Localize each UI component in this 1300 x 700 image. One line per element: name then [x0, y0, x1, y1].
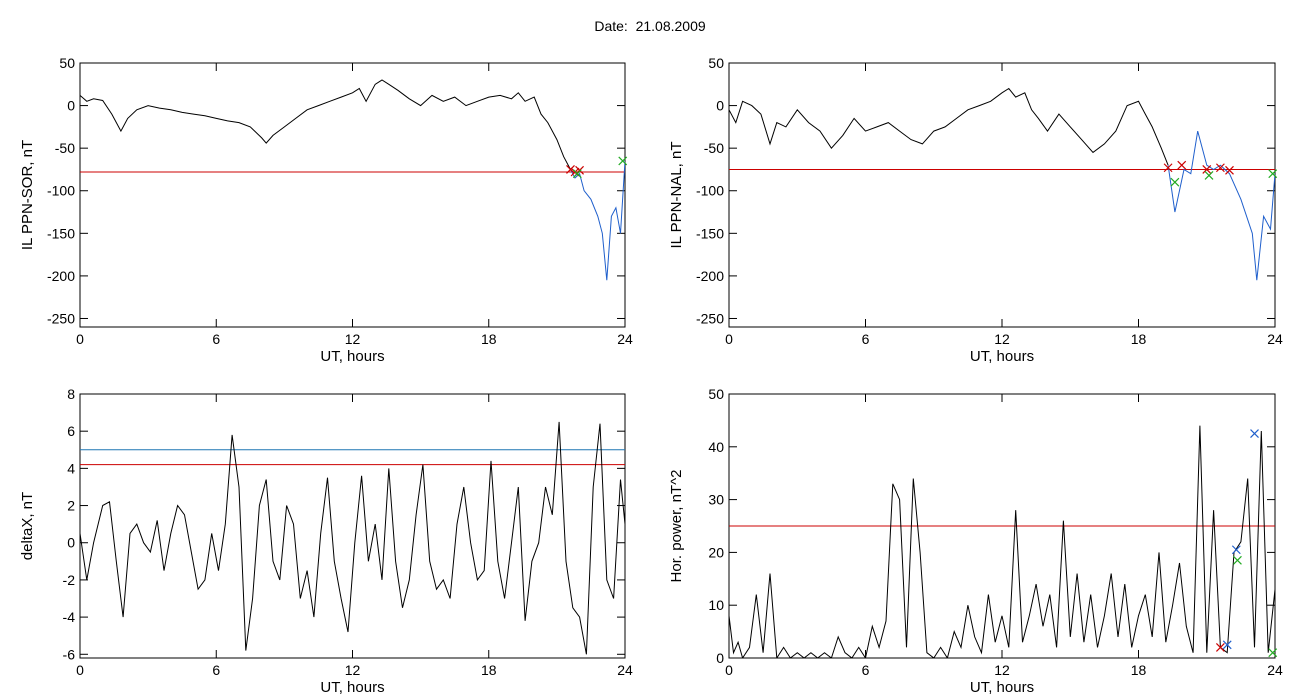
data-series-1 — [729, 425, 1275, 658]
y-axis-label: IL PPN-NAL, nT — [668, 142, 685, 249]
x-tick-label: 12 — [994, 331, 1010, 347]
y-tick-label: -100 — [47, 183, 75, 199]
data-series-1 — [80, 79, 571, 170]
data-marker — [572, 169, 582, 179]
data-marker — [1202, 165, 1212, 174]
data-marker — [1231, 545, 1241, 555]
chart-panel-4: 0 6 12 18 24 50 40 30 20 10 0 UT, hours Hor. power, … — [668, 386, 1283, 696]
y-tick-label: 20 — [708, 544, 724, 560]
chart-panel-1: 0 6 12 18 24 50 0 -50 -100 -150 -200 -250 UT, hours I… — [19, 55, 633, 365]
data-marker — [1215, 643, 1225, 652]
data-marker — [1222, 640, 1232, 650]
x-tick-label: 12 — [345, 331, 361, 347]
x-tick-label: 0 — [725, 331, 733, 347]
y-tick-label: -6 — [63, 646, 76, 662]
x-axis-label: UT, hours — [320, 679, 384, 696]
data-marker — [1170, 177, 1180, 187]
y-tick-label: 6 — [67, 423, 75, 439]
x-tick-label: 24 — [617, 331, 633, 347]
data-marker — [1177, 160, 1187, 170]
y-tick-label: 50 — [59, 55, 75, 71]
y-tick-label: -250 — [47, 310, 75, 326]
x-tick-label: 12 — [994, 662, 1010, 678]
y-tick-label: -2 — [63, 572, 76, 588]
x-tick-label: 24 — [1267, 662, 1283, 678]
x-tick-label: 6 — [862, 331, 870, 347]
data-marker — [1268, 169, 1278, 179]
y-tick-label: -250 — [696, 310, 724, 326]
x-tick-label: 6 — [212, 331, 220, 347]
y-tick-label: 2 — [67, 498, 75, 514]
y-tick-label: 30 — [708, 492, 724, 508]
y-tick-label: -4 — [63, 609, 76, 625]
plot-frame — [79, 62, 626, 328]
x-tick-label: 18 — [1131, 331, 1147, 347]
x-tick-label: 0 — [76, 662, 84, 678]
page-title: Date: 21.08.2009 — [594, 18, 706, 34]
y-axis-label: Hor. power, nT^2 — [668, 470, 685, 583]
y-tick-label: -100 — [696, 183, 724, 199]
y-axis-label: deltaX, nT — [19, 492, 36, 560]
data-marker — [1268, 648, 1278, 658]
y-tick-label: 8 — [67, 386, 75, 402]
x-axis-label: UT, hours — [970, 348, 1034, 365]
x-tick-label: 12 — [345, 662, 361, 678]
chart-panel-3: 0 6 12 18 24 8 6 4 2 0 -2 -4 -6 UT, hours deltaX, nT — [19, 386, 633, 696]
plot-frame — [728, 62, 1276, 328]
data-series-1 — [729, 87, 1169, 166]
data-marker — [1233, 555, 1242, 565]
y-tick-label: 4 — [67, 460, 75, 476]
x-tick-label: 6 — [212, 662, 220, 678]
x-tick-label: 6 — [862, 662, 870, 678]
y-tick-label: -200 — [696, 268, 724, 284]
x-tick-label: 24 — [1267, 331, 1283, 347]
y-tick-label: 50 — [708, 55, 724, 71]
y-tick-label: -150 — [696, 225, 724, 241]
x-axis-label: UT, hours — [320, 348, 384, 365]
x-tick-label: 18 — [1131, 662, 1147, 678]
y-tick-label: -150 — [47, 225, 75, 241]
y-tick-label: 10 — [708, 597, 724, 613]
x-axis-label: UT, hours — [970, 679, 1034, 696]
x-tick-label: 24 — [617, 662, 633, 678]
chart-panel-2: 0 6 12 18 24 50 0 -50 -100 -150 -200 -250 UT, hours I… — [668, 55, 1283, 365]
x-tick-label: 0 — [725, 662, 733, 678]
data-marker — [1250, 429, 1259, 439]
y-tick-label: 0 — [716, 650, 724, 666]
data-marker — [566, 165, 575, 174]
data-marker — [618, 156, 628, 166]
data-marker — [1215, 163, 1225, 173]
data-series-1 — [80, 421, 625, 655]
plot-frame — [79, 393, 626, 659]
x-tick-label: 0 — [76, 331, 84, 347]
data-marker — [1204, 170, 1214, 180]
y-tick-label: 50 — [708, 386, 724, 402]
y-tick-label: 0 — [67, 98, 75, 114]
y-tick-label: -200 — [47, 268, 75, 284]
data-marker — [1163, 163, 1173, 173]
y-axis-label: IL PPN-SOR, nT — [19, 140, 36, 250]
y-tick-label: -50 — [704, 140, 724, 156]
x-tick-label: 18 — [481, 331, 497, 347]
y-tick-label: 0 — [67, 535, 75, 551]
data-marker — [1225, 165, 1234, 175]
y-tick-label: 0 — [716, 98, 724, 114]
y-tick-label: 40 — [708, 439, 724, 455]
data-series-2 — [570, 160, 625, 281]
x-tick-label: 18 — [481, 662, 497, 678]
data-series-2 — [1167, 130, 1275, 281]
y-tick-label: -50 — [55, 140, 75, 156]
